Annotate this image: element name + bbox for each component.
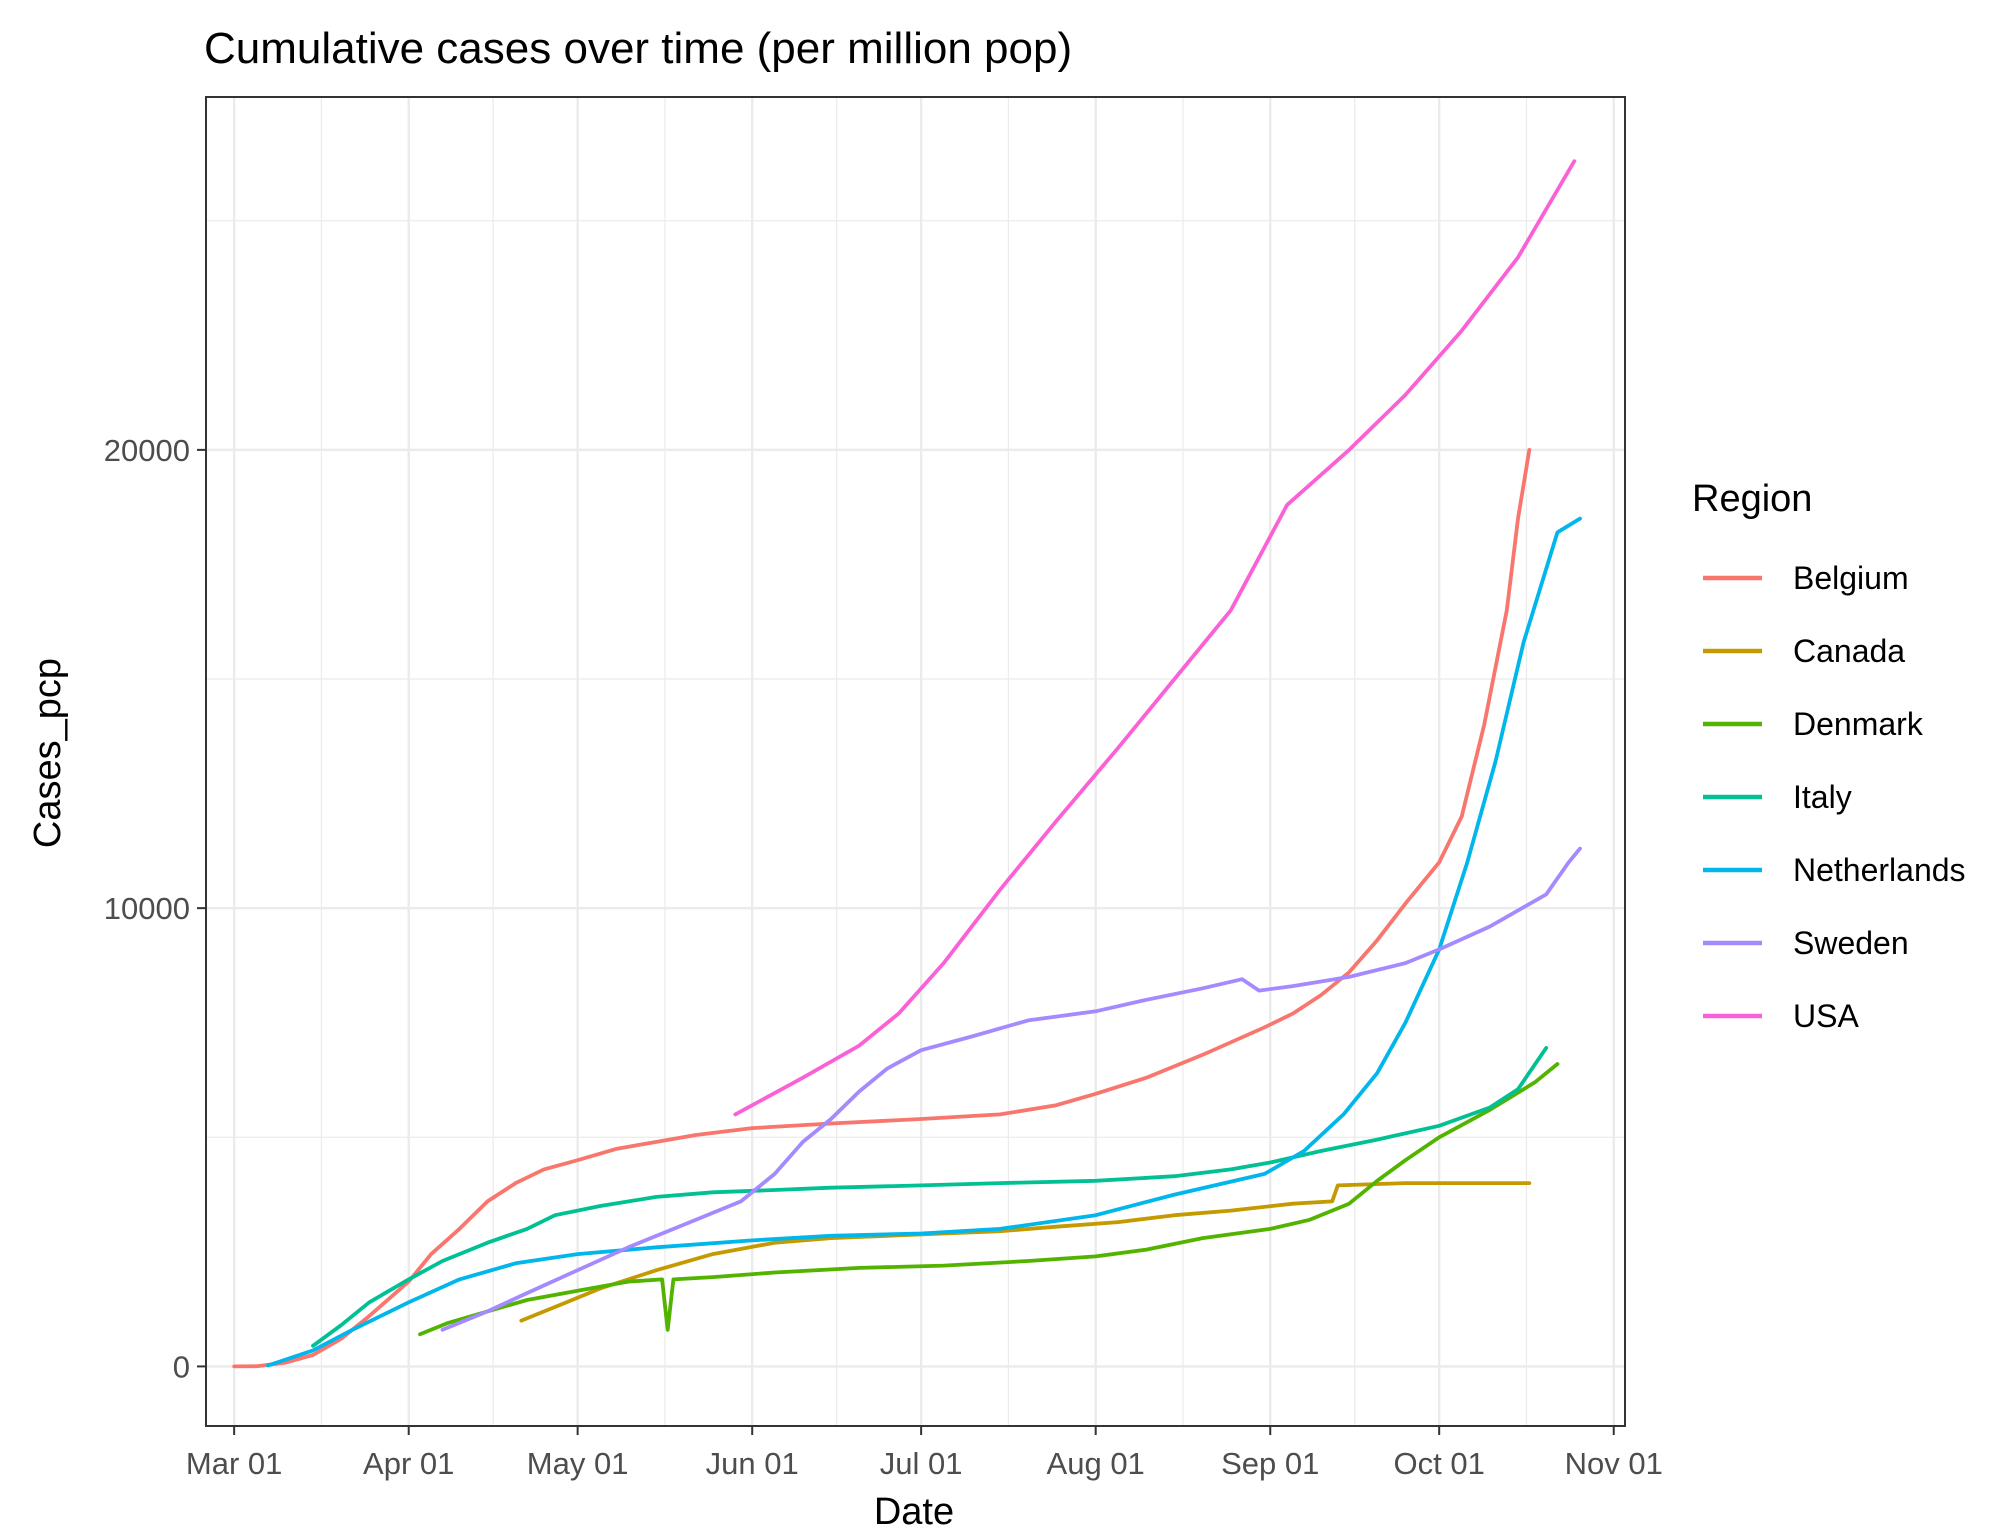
x-tick-label: Jul 01 [880,1446,963,1481]
legend-items: Belgium Canada Denmark Italy Netherlands Swed… [1703,560,1966,1034]
series-line-denmark [418,1062,1560,1337]
series-line-sweden [440,846,1582,1332]
legend-title: Region [1692,478,1812,520]
series-lines [232,159,1582,1369]
x-axis: Mar 01 Apr 01 May 01 Jun 01 Jul 01 Aug 01 Sep … [186,1426,1663,1481]
series-line-usa [733,159,1577,1117]
x-tick-label: Nov 01 [1565,1446,1663,1481]
legend-label-belgium: Belgium [1793,560,1909,596]
x-tick-label: Sep 01 [1221,1446,1319,1481]
legend-label-italy: Italy [1793,779,1852,815]
chart-title: Cumulative cases over time (per million … [204,24,1072,73]
minor-gridlines [206,97,1625,1426]
x-tick-label: May 01 [527,1446,629,1481]
y-tick-label: 10000 [104,891,190,926]
legend-label-sweden: Sweden [1793,925,1909,961]
x-tick-label: Jun 01 [706,1446,799,1481]
x-tick-label: Aug 01 [1047,1446,1145,1481]
legend-label-usa: USA [1793,998,1859,1034]
series-line-belgium [232,447,1532,1369]
series-line-italy [311,1046,1549,1348]
panel-border [205,96,1626,1427]
plot-panel [205,96,1626,1427]
legend-label-canada: Canada [1793,633,1905,669]
x-axis-label: Date [874,1491,954,1533]
legend-label-denmark: Denmark [1793,706,1924,742]
major-gridlines [206,97,1625,1426]
x-tick-label: Oct 01 [1394,1446,1485,1481]
legend: Region Belgium Canada Denmark Italy Netherla… [1692,478,1966,1034]
y-axis: 0 10000 20000 [104,433,206,1384]
y-tick-label: 20000 [104,433,190,468]
panel-background [206,97,1625,1426]
y-tick-label: 0 [173,1349,190,1384]
y-axis-label: Cases_pcp [27,658,69,848]
series-line-canada [519,1181,1532,1323]
series-line-netherlands [265,516,1582,1368]
x-tick-label: Apr 01 [363,1446,454,1481]
legend-label-netherlands: Netherlands [1793,852,1966,888]
x-tick-label: Mar 01 [186,1446,282,1481]
